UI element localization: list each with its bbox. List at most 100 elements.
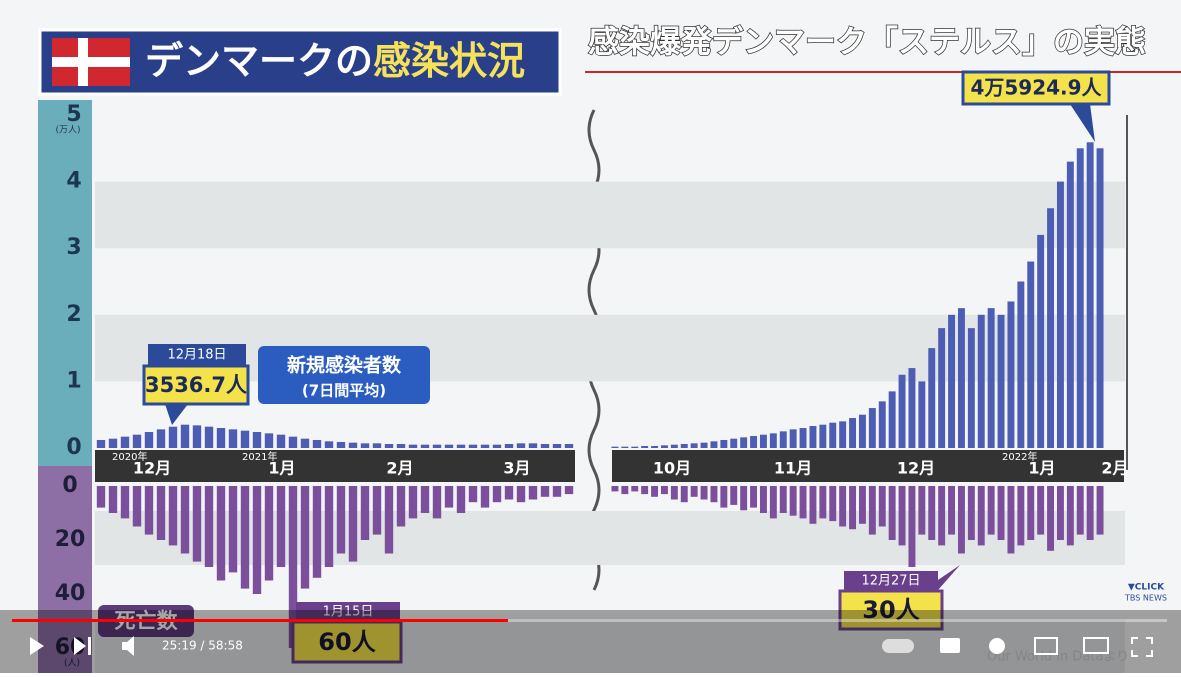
case-bar (670, 444, 678, 448)
death-bar (168, 486, 178, 546)
progress-played[interactable] (12, 619, 508, 622)
death-bar (938, 486, 946, 546)
fullscreen-button[interactable] (1131, 637, 1153, 657)
case-bar (878, 401, 886, 448)
case-bar (799, 428, 807, 448)
death-bar (288, 486, 298, 648)
play-button[interactable] (30, 637, 44, 655)
tbs-label: TBS NEWS (1124, 594, 1167, 603)
title-main: デンマークの感染状況 (145, 39, 525, 83)
death-bar (1066, 486, 1074, 546)
case-bar (839, 421, 847, 448)
month-label: 11月 (774, 459, 812, 478)
case-bar (611, 446, 619, 448)
death-bar (216, 486, 226, 581)
case-bar (1056, 181, 1064, 448)
death-bar (660, 486, 668, 495)
death-bar (312, 486, 322, 578)
case-bar (96, 440, 106, 448)
death-bar (372, 486, 382, 535)
case-bar (372, 443, 382, 448)
month-label: 2月 (1101, 459, 1128, 478)
death-bar (878, 486, 886, 527)
case-bar (144, 432, 154, 448)
case-bar (276, 434, 286, 448)
case-bar (1096, 148, 1104, 449)
legend-title: 新規感染者数 (287, 354, 402, 377)
case-bar (528, 443, 538, 448)
case-bar (348, 442, 358, 448)
case-bar (240, 430, 250, 448)
case-bar (868, 408, 876, 448)
death-bar (799, 486, 807, 519)
case-bar (336, 442, 346, 448)
death-bar (192, 486, 202, 562)
miniplayer-button[interactable] (1034, 637, 1058, 655)
death-bar (336, 486, 346, 554)
death-bar (898, 486, 906, 546)
theater-button[interactable] (1083, 637, 1109, 654)
death-bar (641, 486, 649, 495)
death-bar (967, 486, 975, 540)
case-bar (898, 374, 906, 448)
death-bar (789, 486, 797, 516)
y-tick-label: 1 (66, 368, 81, 393)
case-bar (1066, 161, 1074, 448)
settings-button[interactable] (989, 638, 1005, 654)
death-bar (839, 486, 847, 527)
case-bar (918, 381, 926, 448)
volume-button[interactable] (122, 636, 134, 656)
autoplay-toggle[interactable] (882, 639, 914, 653)
callout-pointer (1070, 104, 1095, 142)
death-bar (396, 486, 406, 527)
death-bar (468, 486, 478, 503)
year-label: 2020年 (112, 450, 147, 463)
death-bar (504, 486, 514, 500)
subtitles-button[interactable] (940, 638, 960, 653)
case-bar (1037, 234, 1045, 448)
callout-date-bg (296, 602, 400, 622)
progress-track (12, 619, 1167, 622)
death-bar (908, 486, 916, 567)
callout-date-bg (844, 571, 938, 591)
death-bar (456, 486, 466, 513)
click-label: ▼CLICK (1128, 583, 1165, 593)
callout-value-bg (961, 70, 1111, 106)
callout-date: 12月18日 (167, 348, 226, 363)
case-bar (480, 444, 490, 448)
month-strip (612, 450, 1124, 482)
callout-value: 60人 (318, 628, 375, 656)
death-bar (621, 486, 629, 495)
case-bar (492, 444, 502, 448)
case-bar (132, 434, 142, 448)
death-bar (957, 486, 965, 554)
month-label: 10月 (653, 459, 691, 478)
death-bar (540, 486, 550, 497)
death-bar (759, 486, 767, 513)
case-bar (908, 368, 916, 448)
death-bar (720, 486, 728, 508)
death-bar (611, 486, 619, 492)
title-highlight: 感染状況 (373, 39, 525, 83)
case-bar (641, 446, 649, 448)
case-bar (750, 436, 758, 448)
case-bar (1076, 148, 1084, 449)
death-bar (156, 486, 166, 540)
case-bar (819, 424, 827, 448)
next-button[interactable] (74, 637, 91, 655)
case-bar (288, 436, 298, 448)
death-bar (631, 486, 639, 492)
case-bar (779, 431, 787, 448)
death-bar (144, 486, 154, 535)
callout-pointer (938, 565, 960, 590)
case-bar (360, 443, 370, 448)
death-bar (1056, 486, 1064, 540)
death-bar (1047, 486, 1055, 551)
case-bar (660, 445, 668, 448)
y-tick-label: 0 (62, 473, 77, 498)
death-bar (948, 486, 956, 535)
case-bar (957, 308, 965, 448)
death-bar (1086, 486, 1094, 540)
month-strip (95, 450, 575, 482)
